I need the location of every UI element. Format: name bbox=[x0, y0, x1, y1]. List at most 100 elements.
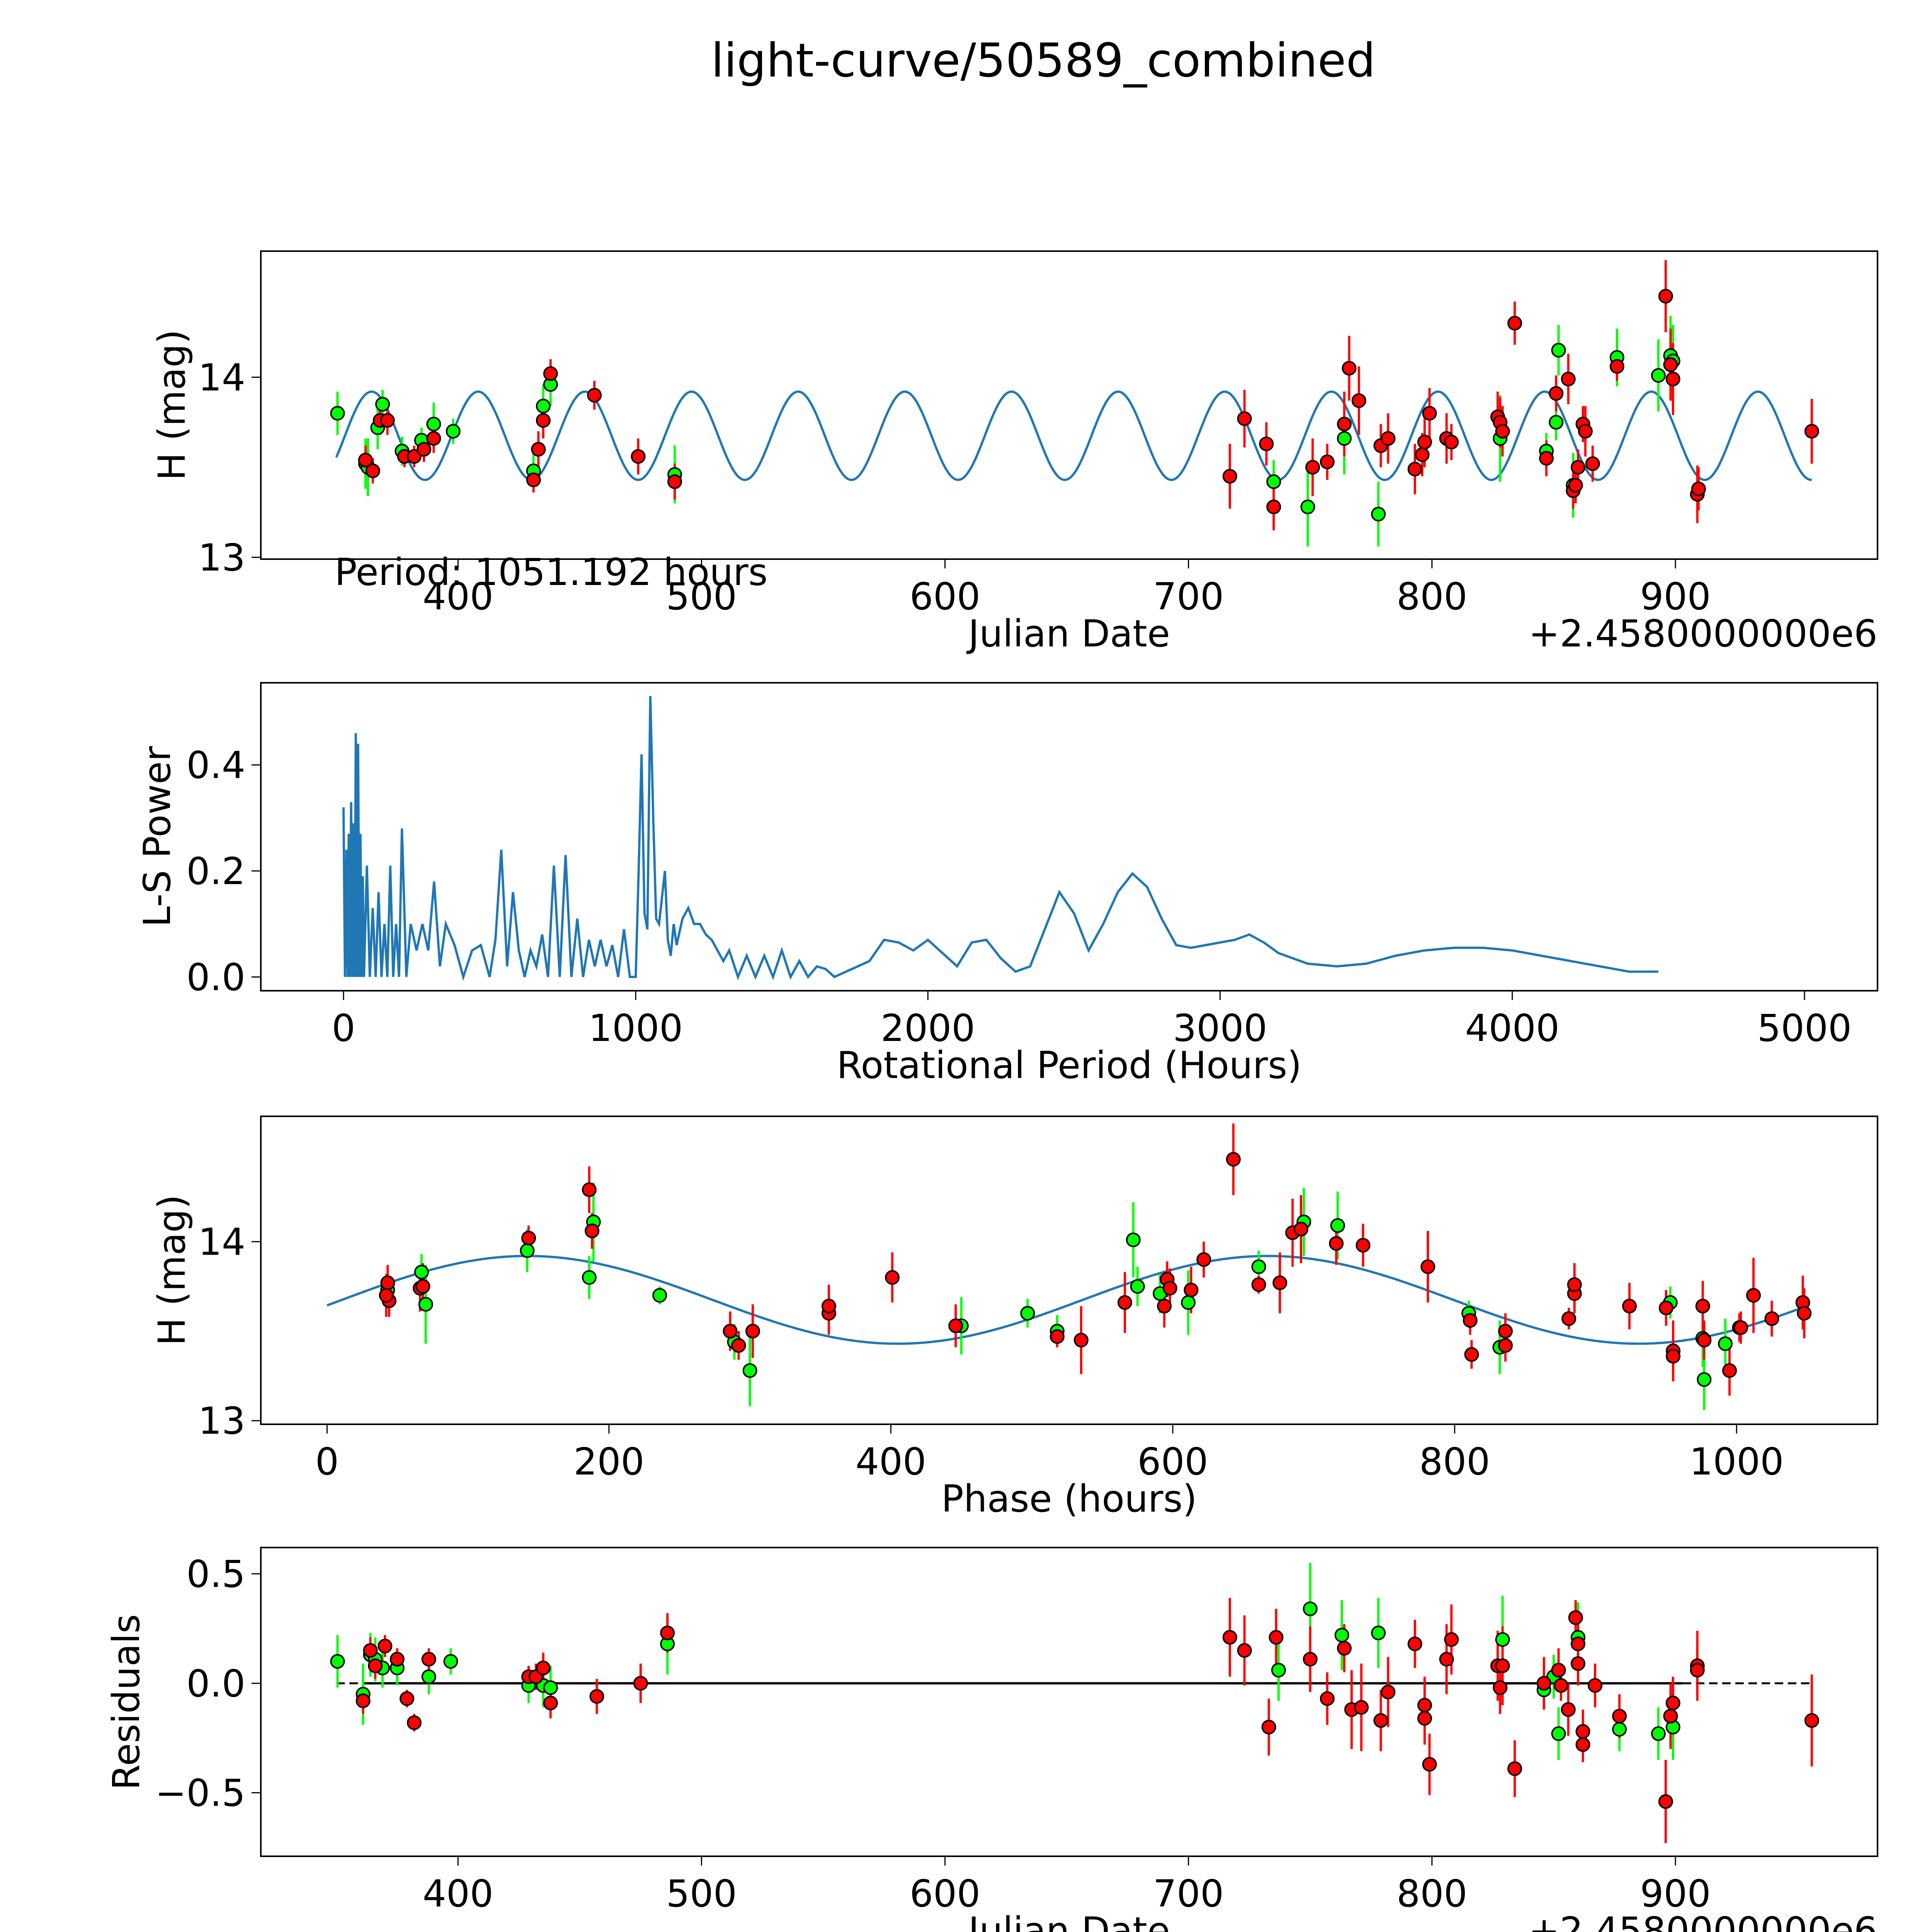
lightcurve-point-green-filter bbox=[375, 397, 390, 412]
phased-point-red-filter bbox=[1622, 1299, 1637, 1314]
phased-point-red-filter bbox=[1797, 1306, 1812, 1321]
residuals-point-red-filter bbox=[633, 1676, 648, 1691]
residuals-point-red-filter bbox=[1373, 1713, 1388, 1728]
lightcurve-point-red-filter bbox=[631, 449, 646, 464]
phased-point-red-filter bbox=[1746, 1288, 1761, 1303]
phased-point-red-filter bbox=[1294, 1221, 1309, 1236]
phased-xtick-label: 800 bbox=[1419, 1440, 1490, 1483]
residuals-point-red-filter bbox=[543, 1696, 558, 1711]
lightcurve-point-red-filter bbox=[1507, 316, 1522, 331]
residuals-point-red-filter bbox=[1663, 1709, 1678, 1724]
residuals-point-red-filter bbox=[1575, 1724, 1590, 1739]
phased-axes-frame bbox=[260, 1116, 1878, 1425]
residuals-point-red-filter bbox=[1417, 1698, 1432, 1713]
residuals-point-red-filter bbox=[1417, 1711, 1432, 1726]
lightcurve-point-red-filter bbox=[1804, 424, 1819, 439]
residuals-point-red-filter bbox=[368, 1658, 383, 1673]
periodogram-ytick-label: 0.0 bbox=[186, 956, 245, 999]
phased-point-red-filter bbox=[1117, 1295, 1133, 1310]
lightcurve-point-red-filter bbox=[1351, 393, 1366, 408]
residuals-point-green-filter bbox=[1651, 1726, 1666, 1741]
lightcurve-point-red-filter bbox=[1415, 447, 1430, 462]
lightcurve-point-green-filter bbox=[1651, 368, 1666, 383]
lightcurve-point-green-filter bbox=[536, 398, 551, 413]
phased-point-green-filter bbox=[1181, 1295, 1196, 1310]
phased-point-red-filter bbox=[585, 1223, 600, 1238]
residuals-point-green-filter bbox=[1495, 1632, 1510, 1647]
lightcurve-point-red-filter bbox=[1495, 424, 1510, 439]
phased-point-red-filter bbox=[1157, 1299, 1172, 1314]
phased-point-red-filter bbox=[1226, 1152, 1241, 1167]
residuals-point-green-filter bbox=[1612, 1722, 1627, 1737]
residuals-point-red-filter bbox=[1495, 1658, 1510, 1673]
phased-point-red-filter bbox=[380, 1275, 395, 1290]
phased-point-green-filter bbox=[1718, 1336, 1733, 1351]
lightcurve-point-red-filter bbox=[1417, 435, 1432, 450]
phased-point-red-filter bbox=[1658, 1300, 1673, 1315]
lightcurve-point-green-filter bbox=[1549, 415, 1564, 430]
phased-point-red-filter bbox=[1561, 1311, 1577, 1326]
phased-point-red-filter bbox=[1074, 1333, 1089, 1348]
lightcurve-point-green-filter bbox=[1551, 343, 1566, 358]
lightcurve-panel: 400 500 600 700 800 900 13 14 H (mag) Julian Da… bbox=[150, 250, 1878, 655]
lightcurve-point-red-filter bbox=[1222, 469, 1237, 484]
periodogram-xtick-label: 5000 bbox=[1757, 1007, 1852, 1050]
phased-xtick-label: 600 bbox=[1137, 1440, 1208, 1483]
residuals-point-red-filter bbox=[1237, 1643, 1252, 1658]
residuals-point-red-filter bbox=[1570, 1636, 1585, 1651]
phased-point-red-filter bbox=[1722, 1363, 1737, 1378]
residuals-xtick-label: 900 bbox=[1640, 1872, 1711, 1915]
phased-point-red-filter bbox=[1196, 1252, 1211, 1267]
lightcurve-axes-frame bbox=[260, 250, 1878, 560]
lightcurve-fit-line bbox=[335, 390, 1812, 481]
lightcurve-point-red-filter bbox=[1407, 461, 1422, 476]
periodogram-ytick-label: 0.4 bbox=[186, 744, 245, 787]
lightcurve-point-red-filter bbox=[1549, 386, 1564, 401]
residuals-xtick-label: 700 bbox=[1153, 1872, 1224, 1915]
lightcurve-point-green-filter bbox=[1371, 507, 1386, 522]
lightcurve-point-red-filter bbox=[1305, 460, 1320, 475]
residuals-point-red-filter bbox=[1444, 1632, 1459, 1647]
residuals-point-red-filter bbox=[1493, 1680, 1508, 1695]
lightcurve-xtick-label: 900 bbox=[1640, 575, 1711, 618]
lightcurve-point-red-filter bbox=[1444, 435, 1459, 450]
phased-panel: 0 200 400 600 800 1000 13 14 H (mag) Phase (hou… bbox=[150, 1116, 1878, 1520]
residuals-point-red-filter bbox=[1665, 1696, 1680, 1711]
residuals-point-red-filter bbox=[1269, 1630, 1284, 1645]
phased-point-red-filter bbox=[1355, 1238, 1371, 1253]
lightcurve-point-red-filter bbox=[365, 463, 380, 478]
phased-point-red-filter bbox=[582, 1182, 597, 1197]
phased-point-red-filter bbox=[723, 1324, 738, 1339]
residuals-point-red-filter bbox=[1303, 1652, 1318, 1667]
lightcurve-point-red-filter bbox=[1665, 371, 1680, 386]
residuals-point-red-filter bbox=[1570, 1656, 1585, 1671]
phased-point-red-filter bbox=[1498, 1324, 1513, 1339]
lightcurve-point-red-filter bbox=[1609, 359, 1624, 374]
lightcurve-point-red-filter bbox=[1337, 417, 1352, 432]
phased-point-green-filter bbox=[582, 1270, 597, 1285]
phased-point-red-filter bbox=[1463, 1313, 1478, 1328]
phased-point-red-filter bbox=[1464, 1347, 1479, 1362]
phased-point-green-filter bbox=[1697, 1372, 1712, 1387]
phased-point-red-filter bbox=[1049, 1329, 1065, 1344]
phased-ticks: 0 200 400 600 800 1000 13 14 bbox=[198, 1220, 1784, 1483]
residuals-point-red-filter bbox=[1320, 1691, 1335, 1706]
phased-point-green-filter bbox=[1330, 1218, 1345, 1233]
periodogram-ticks: 0 1000 2000 3000 4000 5000 0.0 0.2 0.4 bbox=[186, 744, 1852, 1050]
phased-point-red-filter bbox=[745, 1324, 760, 1339]
phased-point-green-filter bbox=[1126, 1232, 1141, 1247]
lightcurve-point-green-filter bbox=[1266, 474, 1281, 489]
phased-point-green-filter bbox=[414, 1265, 429, 1280]
phased-point-red-filter bbox=[1420, 1259, 1435, 1274]
phased-point-red-filter bbox=[1697, 1333, 1712, 1348]
phased-point-green-filter bbox=[652, 1288, 667, 1303]
phased-point-red-filter bbox=[1695, 1299, 1710, 1314]
lightcurve-point-red-filter bbox=[1691, 481, 1706, 497]
residuals-point-red-filter bbox=[363, 1643, 378, 1658]
phased-point-red-filter bbox=[415, 1279, 430, 1294]
residuals-point-red-filter bbox=[355, 1693, 371, 1708]
lightcurve-point-green-filter bbox=[426, 417, 441, 432]
lightcurve-xtick-label: 400 bbox=[423, 575, 493, 618]
phased-point-green-filter bbox=[742, 1363, 757, 1378]
periodogram-xtick-label: 2000 bbox=[881, 1007, 975, 1050]
